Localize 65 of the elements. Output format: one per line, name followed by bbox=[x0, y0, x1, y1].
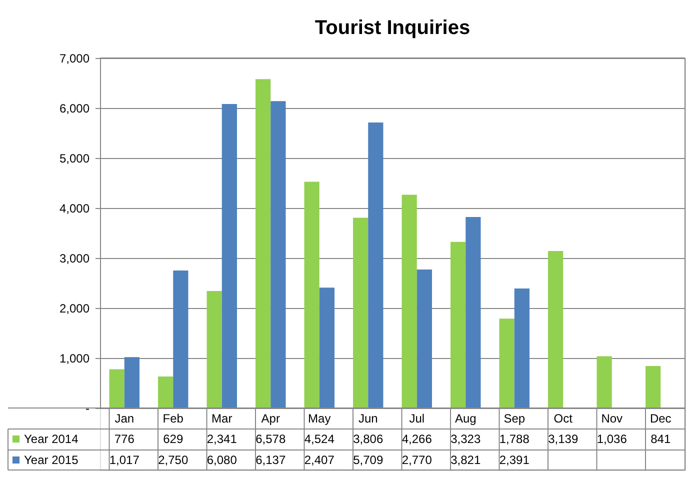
y-tick-label: 2,000 bbox=[59, 302, 90, 316]
x-tick-label: May bbox=[308, 412, 331, 426]
data-label: 3,323 bbox=[450, 432, 481, 446]
data-label: 3,806 bbox=[353, 432, 384, 446]
x-tick-label: Dec bbox=[650, 412, 672, 426]
data-label: 3,139 bbox=[548, 432, 578, 446]
bar bbox=[222, 104, 237, 408]
data-label: 841 bbox=[650, 432, 671, 446]
bar bbox=[596, 356, 612, 408]
y-tick-label: 7,000 bbox=[59, 52, 90, 66]
x-tick-label: Apr bbox=[261, 412, 280, 426]
y-tick-label: 6,000 bbox=[59, 102, 90, 116]
data-label: 1,017 bbox=[109, 453, 140, 467]
data-label: 6,137 bbox=[256, 453, 286, 467]
bar bbox=[450, 242, 466, 408]
data-label: 2,391 bbox=[499, 453, 530, 467]
data-label: 6,578 bbox=[256, 432, 286, 446]
data-label: 2,407 bbox=[304, 453, 335, 467]
bar bbox=[499, 318, 514, 408]
legend-label: Year 2015 bbox=[24, 453, 79, 467]
data-label: 1,036 bbox=[596, 432, 628, 446]
data-label: 2,770 bbox=[402, 453, 432, 467]
bar bbox=[304, 182, 320, 408]
data-label: 5,709 bbox=[353, 453, 384, 467]
x-tick-label: Jan bbox=[114, 412, 134, 426]
y-tick-label: 3,000 bbox=[59, 252, 90, 266]
bar bbox=[514, 288, 530, 408]
bar bbox=[270, 101, 286, 408]
bar bbox=[206, 290, 222, 408]
bar bbox=[368, 122, 384, 408]
y-tick-label: 5,000 bbox=[59, 152, 90, 166]
data-label: 629 bbox=[163, 432, 184, 446]
bar bbox=[256, 79, 271, 408]
bar bbox=[416, 270, 432, 408]
x-tick-label: Sep bbox=[504, 412, 526, 426]
bar bbox=[109, 369, 124, 408]
x-tick-label: Jul bbox=[409, 412, 425, 426]
data-label: 3,821 bbox=[450, 453, 481, 467]
bar bbox=[124, 357, 140, 408]
data-label: 2,341 bbox=[206, 432, 238, 446]
x-tick-label: Jun bbox=[358, 412, 378, 426]
data-label: 4,524 bbox=[304, 432, 335, 446]
bar bbox=[402, 194, 417, 408]
bar bbox=[646, 366, 661, 408]
bar bbox=[319, 288, 334, 408]
x-tick-label: Nov bbox=[601, 412, 623, 426]
bar bbox=[158, 376, 174, 408]
y-tick-label: 4,000 bbox=[59, 202, 90, 216]
data-label: 4,266 bbox=[402, 432, 432, 446]
bar bbox=[548, 251, 564, 408]
y-tick-label: 1,000 bbox=[59, 352, 90, 366]
x-tick-label: Aug bbox=[454, 412, 476, 426]
data-label: 776 bbox=[114, 432, 135, 446]
legend-label: Year 2014 bbox=[24, 432, 79, 446]
bar bbox=[466, 216, 481, 408]
bar bbox=[173, 270, 188, 408]
x-tick-label: Feb bbox=[162, 412, 184, 426]
x-tick-label: Mar bbox=[212, 412, 232, 426]
data-label: 2,750 bbox=[158, 453, 188, 467]
x-tick-label: Oct bbox=[554, 412, 574, 426]
bar bbox=[353, 218, 368, 408]
data-label: 6,080 bbox=[206, 453, 238, 467]
y-tick-label: - bbox=[86, 402, 90, 416]
chart-title: Tourist Inquiries bbox=[314, 17, 470, 39]
data-label: 1,788 bbox=[499, 432, 530, 446]
